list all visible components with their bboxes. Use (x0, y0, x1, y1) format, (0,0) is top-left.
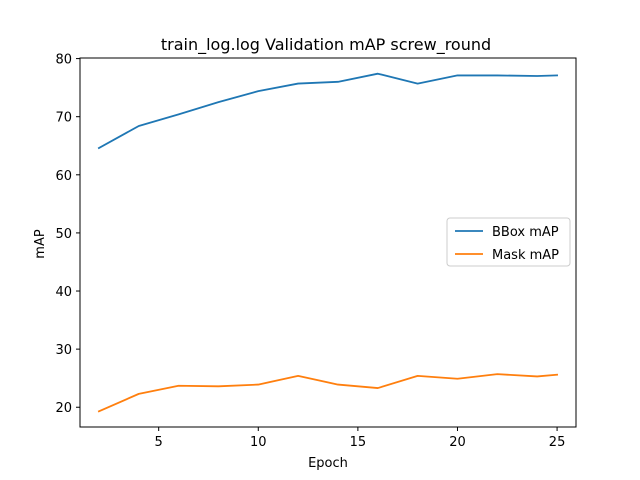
plot-frame (79, 57, 577, 428)
chart-title: train_log.log Validation mAP screw_round (161, 35, 491, 55)
series-line-1 (97, 373, 559, 413)
series-line-0 (97, 72, 559, 150)
y-tick-label: 50 (55, 227, 72, 242)
y-axis-label: mAP (33, 229, 48, 259)
y-tick-label: 40 (55, 285, 72, 300)
y-tick-label: 80 (55, 53, 72, 68)
x-tick-label: 15 (350, 435, 367, 450)
y-tick-label: 60 (55, 169, 72, 184)
legend-label-1: Mask mAP (492, 248, 559, 263)
y-tick-label: 30 (55, 343, 72, 358)
y-tick-label: 70 (55, 111, 72, 126)
legend-label-0: BBox mAP (492, 225, 559, 240)
y-tick-label: 20 (55, 401, 72, 416)
x-tick-label: 10 (250, 435, 267, 450)
plot-area: 5 10 15 20 25 20 30 40 50 60 70 80 (55, 53, 577, 450)
x-axis-label: Epoch (308, 456, 348, 471)
x-tick-label: 25 (549, 435, 566, 450)
legend: BBox mAP Mask mAP (446, 217, 571, 267)
x-tick-label: 5 (155, 435, 163, 450)
x-tick-label: 20 (449, 435, 466, 450)
